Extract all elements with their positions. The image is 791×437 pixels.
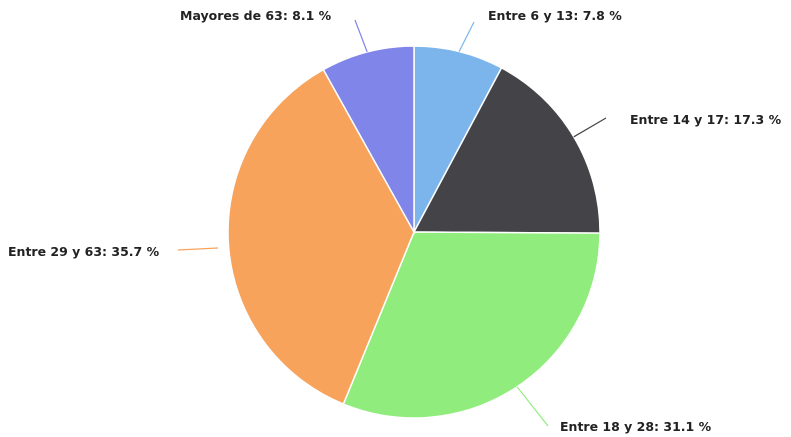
pie-slice-5[interactable] bbox=[322, 45, 415, 235]
label-connector-3 bbox=[516, 386, 549, 427]
data-label-4: Entre 29 y 63: 35.7 % bbox=[8, 244, 160, 259]
data-label-5: Mayores de 63: 8.1 % bbox=[180, 8, 332, 23]
label-connector-2 bbox=[573, 117, 607, 138]
label-connector-5 bbox=[354, 19, 368, 53]
data-label-1: Entre 6 y 13: 7.8 % bbox=[488, 8, 622, 23]
pie-labels: Entre 6 y 13: 7.8 % Entre 14 y 17: 17.3 %… bbox=[8, 8, 782, 434]
data-label-2: Entre 14 y 17: 17.3 % bbox=[630, 112, 782, 127]
label-connectors bbox=[177, 19, 607, 427]
pie-slice-2[interactable] bbox=[412, 66, 601, 234]
label-connector-4 bbox=[177, 247, 219, 251]
pie-slice-1[interactable] bbox=[413, 45, 503, 233]
label-connector-1 bbox=[458, 21, 475, 52]
pie-slices bbox=[227, 45, 601, 419]
data-label-3: Entre 18 y 28: 31.1 % bbox=[560, 419, 712, 434]
pie-slice-4[interactable] bbox=[227, 68, 415, 406]
pie-slice-3[interactable] bbox=[342, 231, 601, 419]
